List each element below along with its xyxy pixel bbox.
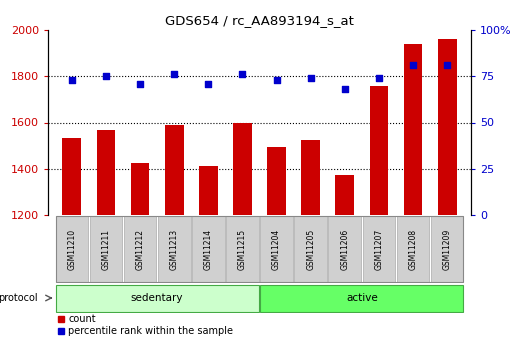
Point [170, 72, 179, 77]
Bar [233, 122, 252, 215]
Bar [397, 216, 429, 282]
Point [204, 81, 212, 86]
Text: GSM11208: GSM11208 [408, 228, 418, 269]
Bar [63, 138, 81, 215]
Bar [158, 216, 191, 282]
Bar [369, 86, 388, 215]
Bar [131, 163, 149, 215]
Point [443, 62, 451, 68]
Point [239, 72, 247, 77]
Bar [90, 216, 123, 282]
Bar [124, 216, 156, 282]
Text: GSM11210: GSM11210 [67, 228, 76, 269]
Title: GDS654 / rc_AA893194_s_at: GDS654 / rc_AA893194_s_at [165, 14, 354, 28]
Bar [336, 175, 354, 215]
Bar [260, 216, 293, 282]
Text: protocol: protocol [0, 293, 38, 303]
Point [68, 77, 76, 83]
Text: GSM11213: GSM11213 [170, 228, 179, 269]
Bar [55, 216, 88, 282]
Text: GSM11206: GSM11206 [340, 228, 349, 270]
Bar [404, 44, 422, 215]
Point [307, 75, 315, 81]
Text: GSM11209: GSM11209 [443, 228, 451, 270]
Bar [192, 216, 225, 282]
Point [272, 77, 281, 83]
Bar [199, 166, 218, 215]
Bar [438, 39, 457, 215]
Bar [431, 216, 463, 282]
Point [409, 62, 417, 68]
Text: GSM11211: GSM11211 [102, 228, 110, 269]
Text: GSM11204: GSM11204 [272, 228, 281, 270]
Bar [328, 216, 361, 282]
Text: active: active [346, 293, 378, 303]
Text: GSM11207: GSM11207 [374, 228, 383, 270]
Point [102, 73, 110, 79]
Bar [165, 125, 184, 215]
Bar [55, 285, 259, 312]
Legend: count, percentile rank within the sample: count, percentile rank within the sample [53, 310, 238, 340]
Text: GSM11215: GSM11215 [238, 228, 247, 269]
Point [341, 87, 349, 92]
Bar [260, 285, 463, 312]
Bar [294, 216, 327, 282]
Bar [363, 216, 396, 282]
Text: GSM11214: GSM11214 [204, 228, 213, 269]
Bar [96, 130, 115, 215]
Point [136, 81, 144, 86]
Text: sedentary: sedentary [131, 293, 184, 303]
Bar [267, 147, 286, 215]
Text: GSM11205: GSM11205 [306, 228, 315, 270]
Bar [226, 216, 259, 282]
Bar [301, 140, 320, 215]
Text: GSM11212: GSM11212 [135, 228, 145, 269]
Point [375, 75, 383, 81]
